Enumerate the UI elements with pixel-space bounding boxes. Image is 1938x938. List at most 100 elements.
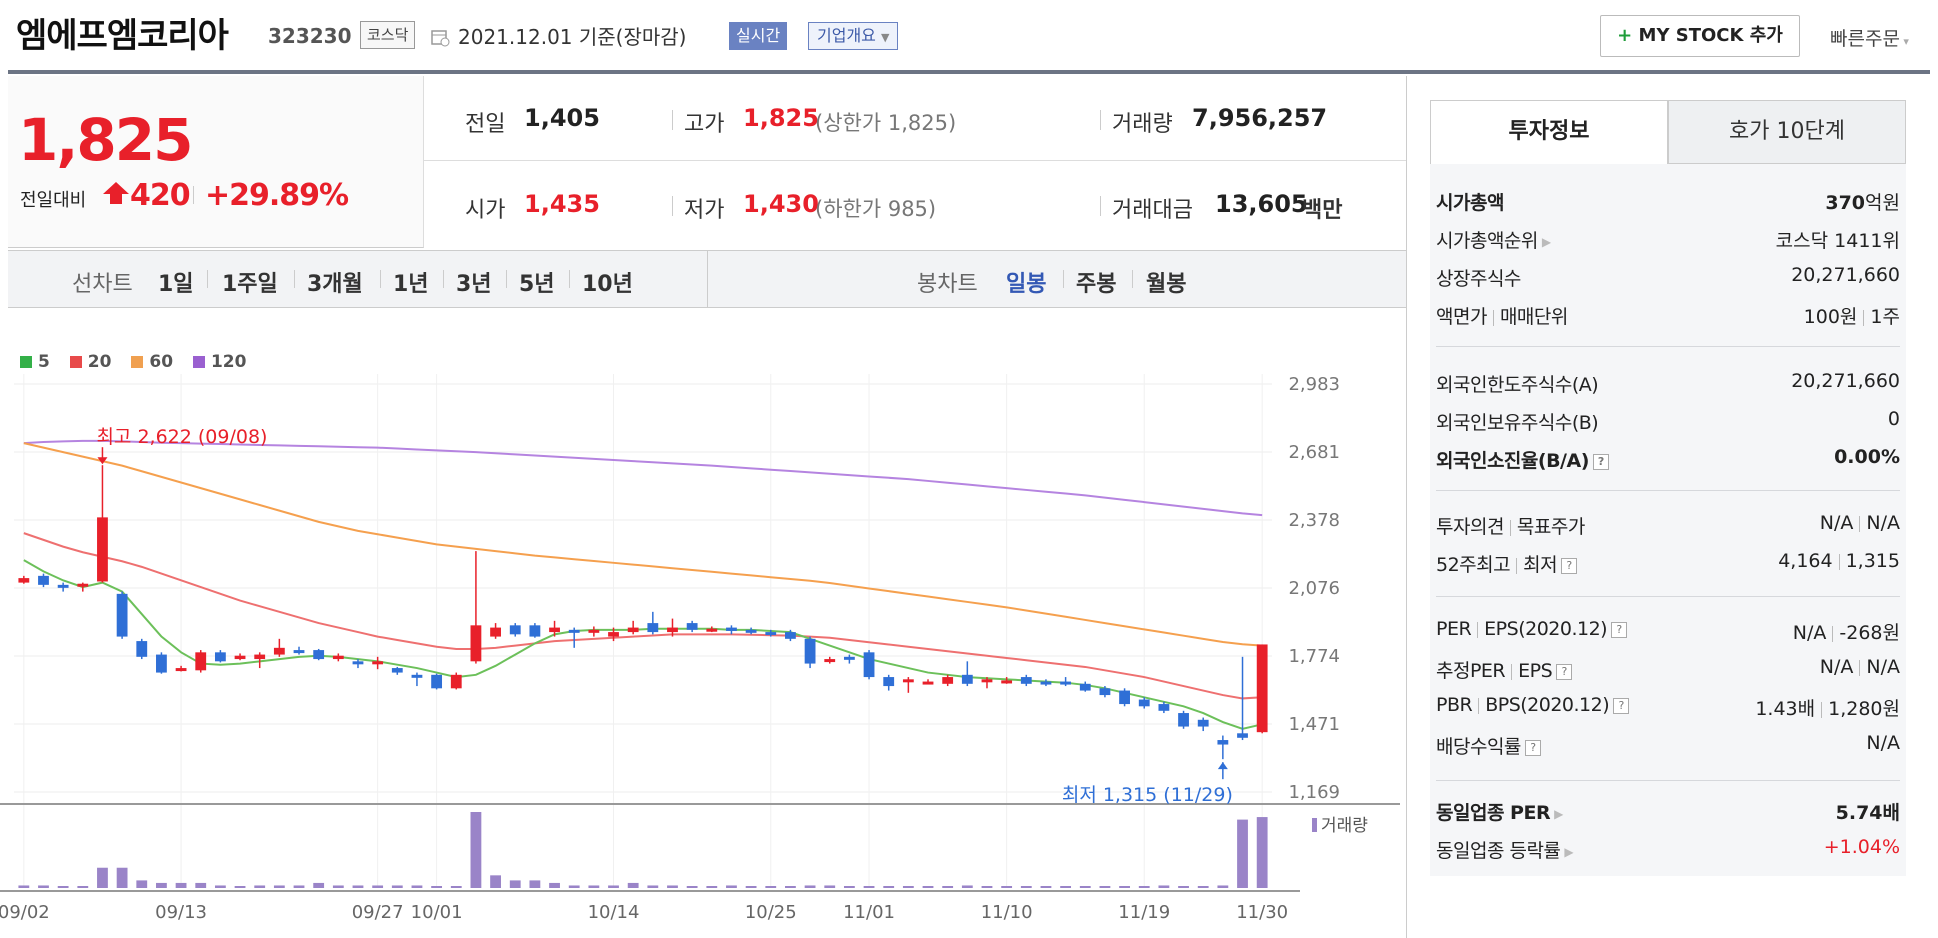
- candle-body: [961, 674, 973, 684]
- add-mystock-button[interactable]: + MY STOCK 추가: [1600, 15, 1800, 57]
- y-tick-label: 2,681: [1288, 442, 1340, 463]
- help-icon[interactable]: ?: [1611, 621, 1628, 638]
- quick-order-dropdown[interactable]: 빠른주문 ▾: [1830, 24, 1909, 51]
- foreign-limit-row: 외국인한도주식수(A) 20,271,660: [1436, 370, 1900, 404]
- est-eps-label: EPS: [1518, 660, 1553, 682]
- tab-orderbook[interactable]: 호가 10단계: [1668, 100, 1906, 164]
- candle-weekly[interactable]: 주봉: [1076, 272, 1117, 297]
- help-icon[interactable]: ?: [1556, 663, 1573, 680]
- volume-bar: [391, 885, 403, 888]
- change-label: 전일대비: [20, 190, 87, 211]
- low-arrow-head: [1217, 762, 1228, 770]
- volume-bar: [254, 885, 266, 888]
- candle-body: [765, 632, 777, 636]
- market-cap-rank-row[interactable]: 시가총액순위 ▶ 코스닥 1411위: [1436, 226, 1900, 260]
- period-3m[interactable]: 3개월: [307, 272, 363, 297]
- candle-body: [549, 627, 560, 633]
- opinion-row: 투자의견 목표주가 N/A N/A: [1436, 512, 1900, 546]
- opinion-value: N/A: [1819, 512, 1854, 534]
- candle-body: [273, 647, 285, 655]
- candle-body: [470, 625, 482, 662]
- amount-value: 13,605: [1215, 190, 1308, 218]
- tab-invest-info[interactable]: 투자정보: [1430, 100, 1668, 164]
- candle-body: [785, 632, 796, 639]
- volume-bar: [883, 886, 895, 888]
- lower-limit: (하한가 985): [815, 197, 937, 221]
- market-cap-rank-value: 코스닥 1411위: [1775, 230, 1900, 252]
- high-label: 고가: [684, 112, 725, 137]
- y-tick-label: 2,378: [1288, 510, 1340, 531]
- volume-bar: [667, 885, 678, 888]
- x-tick-label: 11/10: [981, 902, 1033, 923]
- candle-body: [431, 674, 443, 689]
- pbr-row: PBR BPS(2020.12)? 1.43배 1,280원: [1436, 694, 1900, 728]
- open-value: 1,435: [524, 190, 600, 218]
- divider: [1436, 346, 1900, 347]
- divider: [294, 270, 295, 288]
- candle-body: [214, 652, 226, 662]
- candle-body: [608, 632, 619, 637]
- candle-body: [332, 655, 344, 660]
- header-divider: [8, 70, 1930, 74]
- price-chart[interactable]: 2,983 2,681 2,378 2,076 1,774 1,471 1,169 09/02…: [0, 360, 1400, 938]
- ma60-line: [23, 442, 1263, 647]
- period-3y[interactable]: 3년: [456, 272, 492, 297]
- eps-value: -268원: [1839, 622, 1900, 644]
- volume-bar: [1060, 886, 1072, 888]
- realtime-button[interactable]: 실시간: [729, 22, 788, 50]
- volume-bar: [136, 880, 148, 888]
- period-1w[interactable]: 1주일: [222, 272, 278, 297]
- amount-label: 거래대금: [1112, 198, 1193, 223]
- industry-change-row[interactable]: 동일업종 등락률 ▶ +1.04%: [1436, 836, 1900, 870]
- period-10y[interactable]: 10년: [582, 272, 633, 297]
- x-tick-label: 09/27: [352, 902, 404, 923]
- volume-bar: [588, 885, 600, 888]
- change-value: 420: [130, 178, 191, 213]
- volume-bar: [1256, 817, 1268, 888]
- x-tick-label: 11/19: [1118, 902, 1170, 923]
- volume-bar: [372, 885, 384, 888]
- opinion-label: 투자의견: [1436, 516, 1504, 538]
- candle-body: [883, 677, 895, 687]
- mystock-label: MY STOCK 추가: [1638, 25, 1783, 46]
- period-5y[interactable]: 5년: [519, 272, 555, 297]
- volume-bar: [97, 867, 108, 888]
- company-info-dropdown[interactable]: 기업개요 ▼: [808, 22, 899, 50]
- market-cap-unit: 억원: [1865, 192, 1900, 214]
- volume-bar: [1040, 886, 1052, 888]
- foreign-hold-row: 외국인보유주식수(B) 0: [1436, 408, 1900, 442]
- legend-ma60: 60: [131, 352, 173, 372]
- period-1y[interactable]: 1년: [393, 272, 429, 297]
- divider: [1436, 490, 1900, 491]
- candle-monthly[interactable]: 월봉: [1146, 272, 1187, 297]
- volume-bar: [116, 867, 128, 888]
- help-icon[interactable]: ?: [1524, 739, 1541, 756]
- change-percent: +29.89%: [205, 178, 349, 213]
- candle-daily[interactable]: 일봉: [1006, 272, 1047, 297]
- volume-bar: [1138, 886, 1150, 888]
- x-tick-label: 09/02: [0, 902, 50, 923]
- volume-bar: [509, 880, 521, 888]
- volume-bar: [1237, 819, 1248, 888]
- volume-bar: [234, 886, 246, 888]
- base-date: 2021.12.01 기준(장마감): [458, 25, 687, 49]
- volume-bar: [529, 880, 541, 888]
- volume-bar: [431, 886, 443, 888]
- y-tick-label: 2,076: [1288, 578, 1340, 599]
- candle-body: [136, 641, 148, 657]
- help-icon[interactable]: ?: [1613, 697, 1630, 714]
- help-icon[interactable]: ?: [1592, 453, 1609, 470]
- candle-body: [411, 674, 423, 678]
- volume-bar: [942, 886, 954, 888]
- volume-value: 7,956,257: [1192, 104, 1328, 132]
- open-label: 시가: [465, 198, 506, 223]
- est-per-value: N/A: [1819, 656, 1854, 678]
- period-1d[interactable]: 1일: [158, 272, 194, 297]
- volume-bar: [450, 886, 462, 888]
- w52-high-label: 52주최고: [1436, 554, 1511, 576]
- industry-per-row[interactable]: 동일업종 PER ▶ 5.74배: [1436, 798, 1900, 832]
- volume-bar: [195, 882, 207, 888]
- plus-icon: +: [1617, 25, 1633, 46]
- help-icon[interactable]: ?: [1561, 557, 1578, 574]
- volume-bar: [352, 885, 364, 888]
